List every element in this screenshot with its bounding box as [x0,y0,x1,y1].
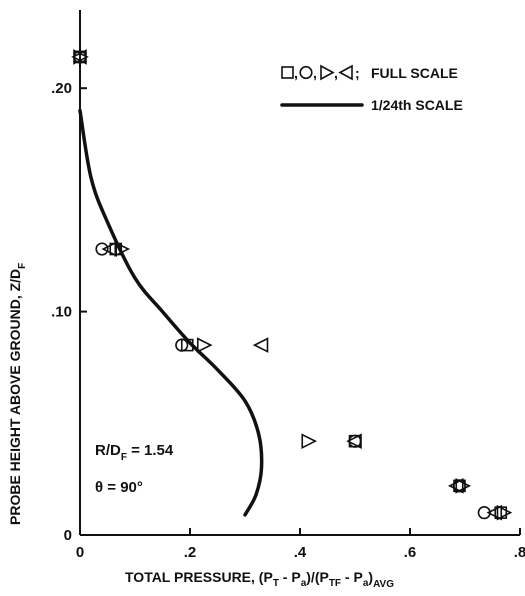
series-line [78,108,264,517]
circle-marker [452,479,467,493]
y-axis-title: PROBE HEIGHT ABOVE GROUND, Z/DF [7,263,28,525]
annotation-radius-main: R/D [95,442,121,459]
triangle-right-marker [301,433,318,449]
line-series [78,108,264,517]
triangle-right-marker [114,241,131,257]
legend-square-icon [281,66,294,79]
legend-triangle-left-icon [338,64,353,81]
x-axis-title-part: AVG [373,579,394,590]
circle-marker [175,338,189,352]
triangle-left-marker [486,504,503,521]
x-tick-label: .4 [294,544,307,561]
legend-comma: , [313,65,317,81]
legend-triangle-right-icon [320,64,335,81]
y-tick-label: .10 [51,304,72,321]
x-axis-title-part: TOTAL PRESSURE, (P [125,569,273,585]
x-axis-title-part: a [301,578,307,589]
annotation-angle: θ = 90° [95,479,143,496]
y-axis-title-sub: F [17,263,28,269]
legend-comma: , [294,65,298,81]
triangle-left-marker [252,337,269,353]
circle-marker [477,506,491,520]
legend-circle-icon [299,65,313,80]
triangle-left-marker [101,241,118,257]
legend-comma: , [334,65,338,81]
x-axis-title-part: )/(P [306,569,329,585]
square-marker [180,338,194,352]
triangle-left-marker [447,478,464,494]
triangle-left-marker [71,49,87,65]
x-axis-title-part: - P [341,569,363,585]
x-axis-title-part: a [363,578,369,589]
circle-marker [95,242,109,256]
x-tick-label: .6 [404,544,417,561]
annotation-radius: R/DF = 1.54 [95,442,174,463]
x-axis-title-part: - P [279,569,301,585]
x-tick-label: .8 [514,544,525,561]
x-axis-title-part: ) [368,569,373,585]
plot-area: 0 .10 .20 0 .2 .4 .6 .8 [51,10,525,561]
x-axis-title: TOTAL PRESSURE, (PT - Pa)/(PTF - Pa)AVG [125,569,394,590]
triangle-left-marker [346,433,362,449]
legend: , , , ; FULL SCALE 1/24th SCALE [280,64,463,113]
triangle-right-marker [196,337,213,353]
annotation-radius-rest: = 1.54 [127,442,174,459]
legend-line-label: 1/24th SCALE [371,97,463,113]
markers [71,49,513,521]
legend-separator: ; [355,65,360,81]
y-axis-title-main: PROBE HEIGHT ABOVE GROUND, Z/D [7,269,23,525]
y-tick-label: .20 [51,80,72,97]
annotation-radius-sub: F [121,452,127,463]
x-ticks: 0 .2 .4 .6 .8 [76,528,525,561]
legend-markers-label: FULL SCALE [371,65,458,81]
x-axis-title-part: T [273,578,279,589]
x-axis-title-part: TF [329,578,341,589]
y-tick-label: 0 [64,527,72,544]
y-ticks: 0 .10 .20 [51,80,87,544]
x-tick-label: .2 [184,544,197,561]
triangle-right-marker [496,504,513,521]
x-tick-label: 0 [76,544,84,561]
